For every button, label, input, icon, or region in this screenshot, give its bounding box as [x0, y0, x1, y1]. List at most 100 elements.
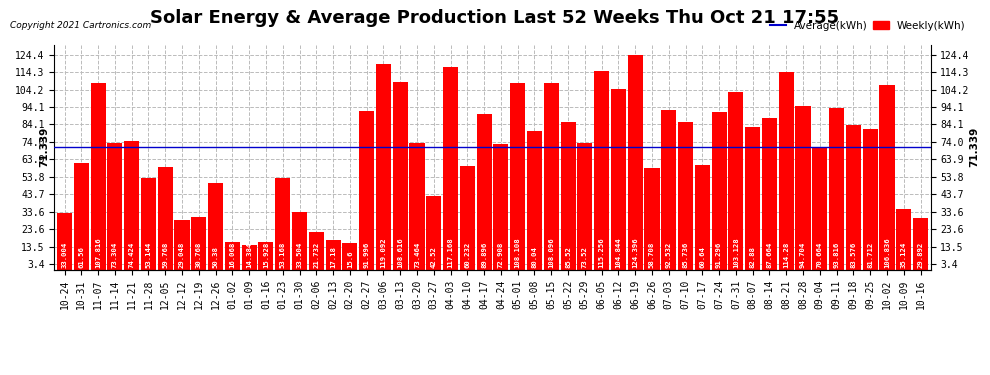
Text: 35.124: 35.124	[901, 242, 907, 268]
Bar	[393, 82, 408, 270]
Text: 33.504: 33.504	[296, 242, 303, 268]
Bar	[712, 112, 727, 270]
Text: 15.6: 15.6	[346, 251, 352, 268]
Text: 93.816: 93.816	[834, 242, 840, 268]
Text: Copyright 2021 Cartronics.com: Copyright 2021 Cartronics.com	[10, 21, 151, 30]
Text: 72.908: 72.908	[498, 242, 504, 268]
Text: 80.04: 80.04	[532, 246, 538, 268]
Bar	[745, 126, 760, 270]
Text: 17.18: 17.18	[330, 246, 336, 268]
Text: 108.096: 108.096	[548, 238, 554, 268]
Text: 124.396: 124.396	[633, 238, 639, 268]
Text: 92.532: 92.532	[665, 242, 672, 268]
Text: 61.56: 61.56	[78, 246, 84, 268]
Text: 53.168: 53.168	[280, 242, 286, 268]
Text: 83.576: 83.576	[850, 242, 856, 268]
Text: 117.168: 117.168	[447, 238, 453, 268]
Text: 73.464: 73.464	[414, 242, 420, 268]
Text: 70.664: 70.664	[817, 242, 823, 268]
Bar	[611, 88, 626, 270]
Text: 71.339: 71.339	[969, 126, 979, 166]
Text: 104.844: 104.844	[616, 238, 622, 268]
Text: 14.384: 14.384	[247, 242, 252, 268]
Bar	[896, 209, 912, 270]
Bar	[796, 106, 811, 270]
Text: 108.616: 108.616	[397, 238, 403, 268]
Bar	[879, 85, 895, 270]
Bar	[661, 110, 676, 270]
Text: 30.768: 30.768	[196, 242, 202, 268]
Bar	[343, 243, 357, 270]
Bar	[729, 92, 743, 270]
Bar	[275, 178, 290, 270]
Bar	[510, 83, 526, 270]
Bar	[779, 72, 794, 270]
Text: 71.339: 71.339	[39, 126, 49, 166]
Bar	[242, 245, 256, 270]
Bar	[90, 83, 106, 270]
Text: Solar Energy & Average Production Last 52 Weeks Thu Oct 21 17:55: Solar Energy & Average Production Last 5…	[150, 9, 840, 27]
Bar	[644, 168, 659, 270]
Text: 87.664: 87.664	[766, 242, 772, 268]
Bar	[359, 111, 374, 270]
Bar	[225, 242, 240, 270]
Text: 29.048: 29.048	[179, 242, 185, 268]
Bar	[476, 114, 492, 270]
Bar	[157, 166, 173, 270]
Text: 91.996: 91.996	[363, 242, 369, 268]
Text: 94.704: 94.704	[800, 242, 806, 268]
Bar	[258, 242, 273, 270]
Bar	[57, 213, 72, 270]
Text: 59.768: 59.768	[162, 242, 168, 268]
Text: 81.712: 81.712	[867, 242, 873, 268]
Text: 60.64: 60.64	[699, 246, 705, 268]
Bar	[812, 148, 828, 270]
Bar	[594, 70, 609, 270]
Legend: Average(kWh), Weekly(kWh): Average(kWh), Weekly(kWh)	[766, 16, 970, 35]
Bar	[845, 125, 861, 270]
Bar	[141, 178, 156, 270]
Bar	[829, 108, 844, 270]
Bar	[493, 144, 509, 270]
Text: 107.816: 107.816	[95, 238, 101, 268]
Text: 21.732: 21.732	[313, 242, 320, 268]
Text: 16.068: 16.068	[230, 242, 236, 268]
Text: 33.004: 33.004	[61, 242, 67, 268]
Text: 85.52: 85.52	[565, 246, 571, 268]
Text: 114.28: 114.28	[783, 242, 789, 268]
Bar	[544, 83, 558, 270]
Text: 115.256: 115.256	[599, 238, 605, 268]
Bar	[292, 212, 307, 270]
Bar	[208, 183, 223, 270]
Text: 73.52: 73.52	[582, 246, 588, 268]
Bar	[560, 122, 575, 270]
Text: 82.88: 82.88	[749, 246, 755, 268]
Bar	[73, 164, 89, 270]
Bar	[695, 165, 710, 270]
Bar	[174, 220, 189, 270]
Bar	[862, 129, 878, 270]
Bar	[410, 143, 425, 270]
Bar	[124, 141, 140, 270]
Bar	[309, 232, 324, 270]
Text: 53.144: 53.144	[146, 242, 151, 268]
Text: 108.108: 108.108	[515, 238, 521, 268]
Text: 119.092: 119.092	[380, 238, 386, 268]
Text: 74.424: 74.424	[129, 242, 135, 268]
Bar	[577, 143, 592, 270]
Text: 73.304: 73.304	[112, 242, 118, 268]
Text: 50.38: 50.38	[213, 246, 219, 268]
Text: 85.736: 85.736	[682, 242, 689, 268]
Text: 58.708: 58.708	[649, 242, 655, 268]
Bar	[326, 240, 341, 270]
Text: 15.928: 15.928	[263, 242, 269, 268]
Bar	[762, 118, 777, 270]
Bar	[376, 64, 391, 270]
Bar	[443, 67, 458, 270]
Text: 42.52: 42.52	[431, 246, 437, 268]
Bar	[913, 218, 928, 270]
Text: 89.896: 89.896	[481, 242, 487, 268]
Text: 103.128: 103.128	[733, 238, 739, 268]
Bar	[628, 55, 643, 270]
Bar	[107, 143, 123, 270]
